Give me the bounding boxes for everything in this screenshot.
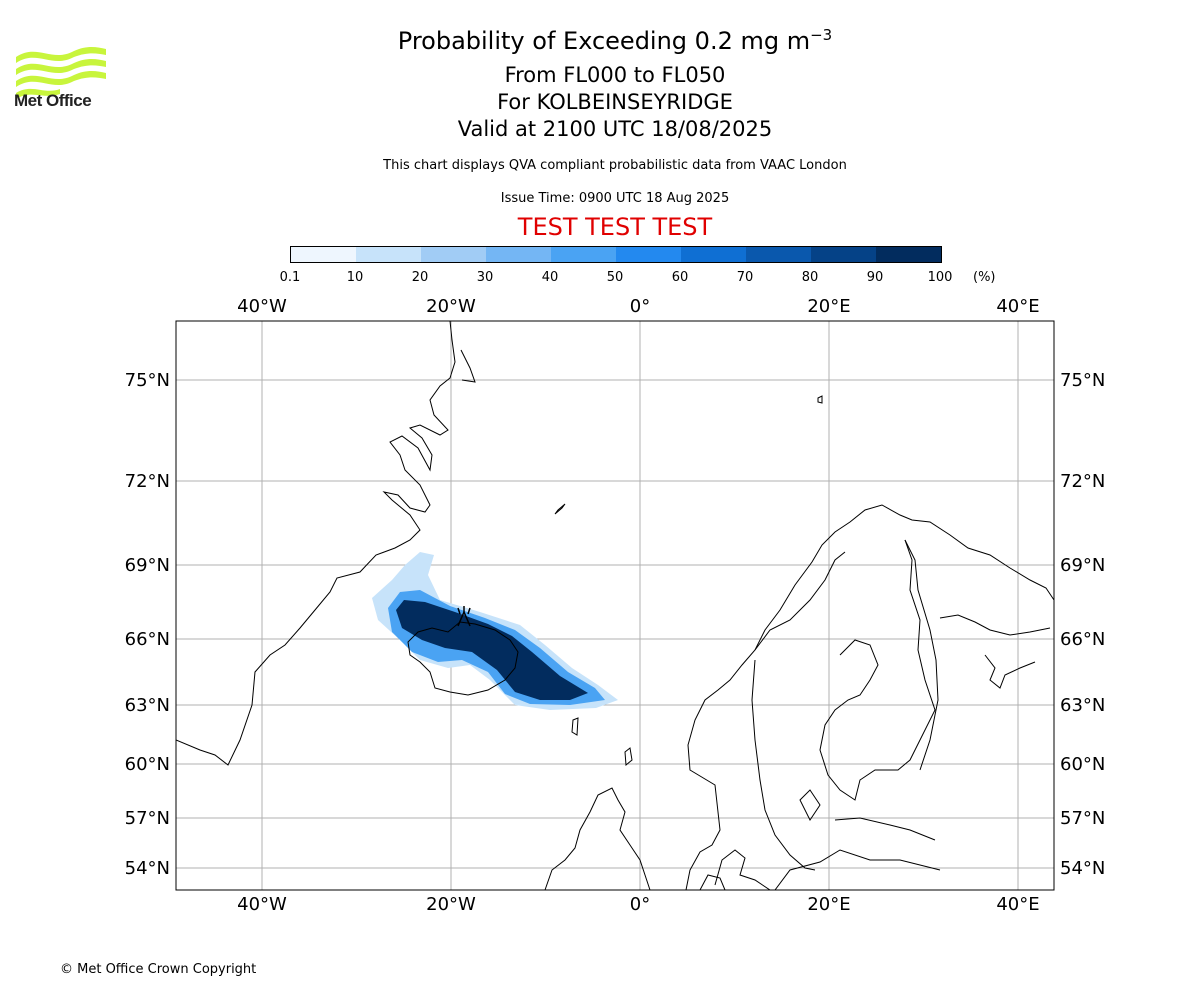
valid-time: Valid at 2100 UTC 18/08/2025	[457, 117, 773, 141]
lat-label: 57°N	[125, 808, 170, 829]
title-main: Probability of Exceeding 0.2 mg m	[397, 27, 811, 55]
lon-label: 40°E	[996, 894, 1039, 915]
colorbar-tick: 0.1	[279, 270, 301, 285]
border-finland-russia	[904, 539, 939, 771]
lat-label: 69°N	[1060, 555, 1105, 576]
chart-title: Probability of Exceeding 0.2 mg m−3	[0, 27, 1200, 55]
lat-label: 75°N	[1060, 370, 1105, 391]
lat-label: 60°N	[125, 754, 170, 775]
colorbar-segment	[876, 247, 941, 262]
lat-label: 75°N	[125, 370, 170, 391]
coastline-greenland	[176, 321, 456, 766]
location: For KOLBEINSEYRIDGE	[497, 90, 733, 114]
lon-labels-bottom: 40°W 20°W 0° 20°E 40°E	[237, 894, 1039, 915]
coastline-baltic	[751, 659, 816, 871]
lat-label: 54°N	[125, 858, 170, 879]
lat-label: 69°N	[125, 555, 170, 576]
lat-label: 63°N	[125, 695, 170, 716]
chart-description: This chart displays QVA compliant probab…	[383, 158, 847, 173]
map-frame	[175, 320, 1055, 891]
colorbar-tick: 40	[541, 270, 559, 285]
colorbar-tick: 20	[411, 270, 429, 285]
colorbar-segment	[746, 247, 811, 262]
lon-label: 40°E	[996, 296, 1039, 317]
lon-label: 0°	[630, 296, 650, 317]
level-range: From FL000 to FL050	[504, 63, 726, 87]
lat-label: 66°N	[1060, 629, 1105, 650]
colorbar-tick: 90	[866, 270, 884, 285]
lat-label: 60°N	[1060, 754, 1105, 775]
coastlines	[176, 321, 1054, 890]
colorbar-segment	[291, 247, 356, 262]
colorbar-segment	[551, 247, 616, 262]
lon-label: 20°E	[807, 296, 850, 317]
colorbar-segment	[356, 247, 421, 262]
lon-label: 0°	[630, 894, 650, 915]
coastline-denmark	[714, 849, 771, 890]
volcano-icon	[457, 606, 471, 627]
colorbar-segment	[486, 247, 551, 262]
title-exponent: −3	[810, 26, 833, 44]
lat-labels-right: 75°N 72°N 69°N 66°N 63°N 60°N 57°N 54°N	[1060, 370, 1105, 879]
issue-time: Issue Time: 0900 UTC 18 Aug 2025	[500, 191, 730, 206]
test-banner: TEST TEST TEST	[517, 213, 713, 241]
border-norway-sweden	[754, 551, 846, 651]
lat-label: 72°N	[125, 471, 170, 492]
met-office-logo	[16, 47, 106, 99]
colorbar-segment	[811, 247, 876, 262]
lat-labels-left: 75°N 72°N 69°N 66°N 63°N 60°N 57°N 54°N	[125, 370, 170, 879]
colorbar-tick: 60	[671, 270, 689, 285]
colorbar-tick: 100	[927, 270, 953, 285]
copyright: © Met Office Crown Copyright	[60, 962, 257, 977]
colorbar-tick: 30	[476, 270, 494, 285]
lat-label: 66°N	[125, 629, 170, 650]
lon-label: 40°W	[237, 894, 287, 915]
logo-text: Met Office	[14, 91, 92, 110]
colorbar-segment	[616, 247, 681, 262]
colorbar-tick: 10	[346, 270, 364, 285]
ash-probability-plume	[372, 552, 618, 710]
colorbar-tick: 80	[801, 270, 819, 285]
coastline-jan-mayen	[554, 503, 566, 515]
lat-label: 57°N	[1060, 808, 1105, 829]
colorbar-unit: (%)	[973, 270, 996, 285]
coastline-svalbard	[817, 395, 823, 404]
lon-label: 20°W	[426, 894, 476, 915]
coastline-shetland	[624, 747, 633, 767]
coastline-iceland	[407, 621, 519, 696]
colorbar	[290, 246, 942, 263]
lon-label: 20°W	[426, 296, 476, 317]
lon-labels-top: 40°W 20°W 0° 20°E 40°E	[237, 296, 1039, 317]
coastline-norway	[685, 504, 1054, 890]
colorbar-segment	[681, 247, 746, 262]
lat-label: 63°N	[1060, 695, 1105, 716]
coastline-uk	[544, 787, 651, 890]
coastline-faroe	[571, 717, 579, 736]
lon-label: 40°W	[237, 296, 287, 317]
lat-label: 72°N	[1060, 471, 1105, 492]
lon-label: 20°E	[807, 894, 850, 915]
coastline-white-sea	[984, 654, 1036, 689]
colorbar-segment	[421, 247, 486, 262]
colorbar-tick: 50	[606, 270, 624, 285]
lat-label: 54°N	[1060, 858, 1105, 879]
plume-high-probability	[396, 600, 588, 700]
colorbar-tick: 70	[736, 270, 754, 285]
